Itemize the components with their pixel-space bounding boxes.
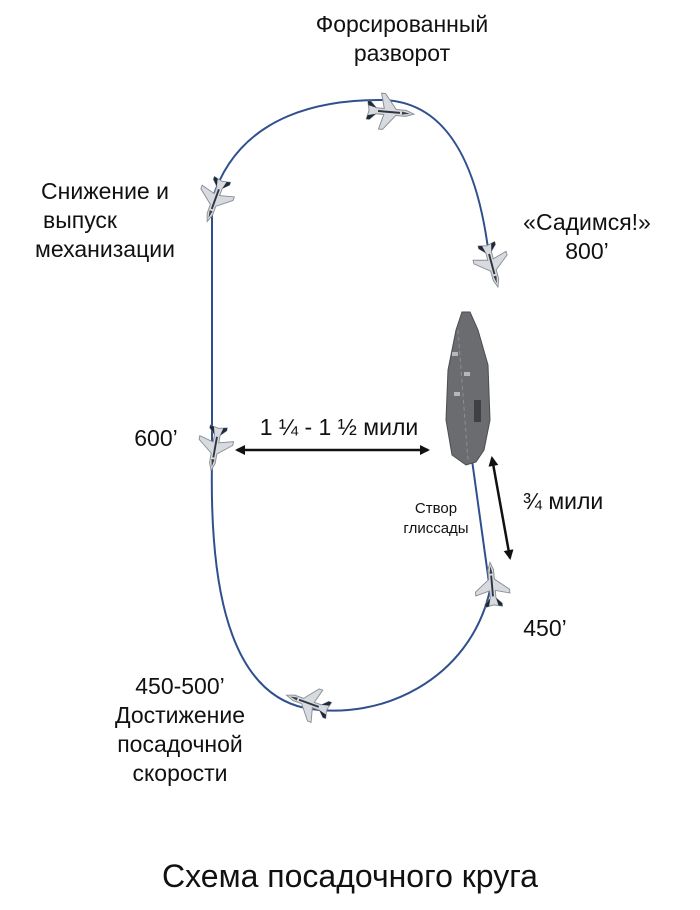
- label-forced-turn: Форсированный разворот: [315, 11, 489, 66]
- label-altitude-450: 450’: [523, 615, 567, 641]
- label-distance-abeam: 1 ¼ - 1 ½ мили: [259, 414, 419, 440]
- jet-icon: [190, 173, 240, 228]
- jet-icon: [365, 91, 416, 133]
- label-approach-speed: 450-500’ Достижение посадочной скорости: [114, 673, 246, 786]
- jet-icon: [469, 238, 515, 292]
- double-arrow-icon: [488, 456, 514, 560]
- diagram-title: Схема посадочного круга: [162, 858, 538, 894]
- aircraft-carrier-icon: [445, 311, 491, 466]
- label-descent: Снижение и выпуск механизации: [35, 178, 175, 262]
- label-distance-final: ¾ мили: [522, 488, 604, 514]
- label-lets-land: «Садимся!» 800’: [523, 209, 651, 264]
- pattern-path: [211, 98, 491, 266]
- jet-icon: [472, 560, 512, 609]
- label-altitude-600: 600’: [134, 425, 178, 451]
- label-glide-slope: Створ глиссады: [403, 500, 469, 537]
- jet-icon: [193, 423, 237, 474]
